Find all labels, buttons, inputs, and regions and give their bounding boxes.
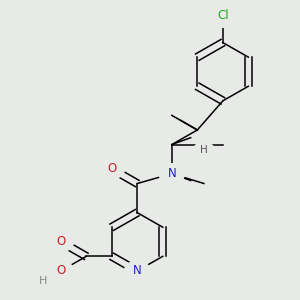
Ellipse shape xyxy=(194,142,214,158)
Ellipse shape xyxy=(48,261,74,281)
Ellipse shape xyxy=(159,164,184,184)
Ellipse shape xyxy=(208,3,238,27)
Text: O: O xyxy=(107,162,116,176)
Text: O: O xyxy=(56,235,65,248)
Text: N: N xyxy=(167,167,176,180)
Ellipse shape xyxy=(32,272,54,290)
Text: H: H xyxy=(38,276,47,286)
Text: Cl: Cl xyxy=(217,9,229,22)
Text: H: H xyxy=(200,145,208,155)
Ellipse shape xyxy=(48,232,74,252)
Ellipse shape xyxy=(99,159,124,179)
Ellipse shape xyxy=(124,261,150,281)
Text: N: N xyxy=(133,264,142,278)
Text: O: O xyxy=(56,264,65,278)
